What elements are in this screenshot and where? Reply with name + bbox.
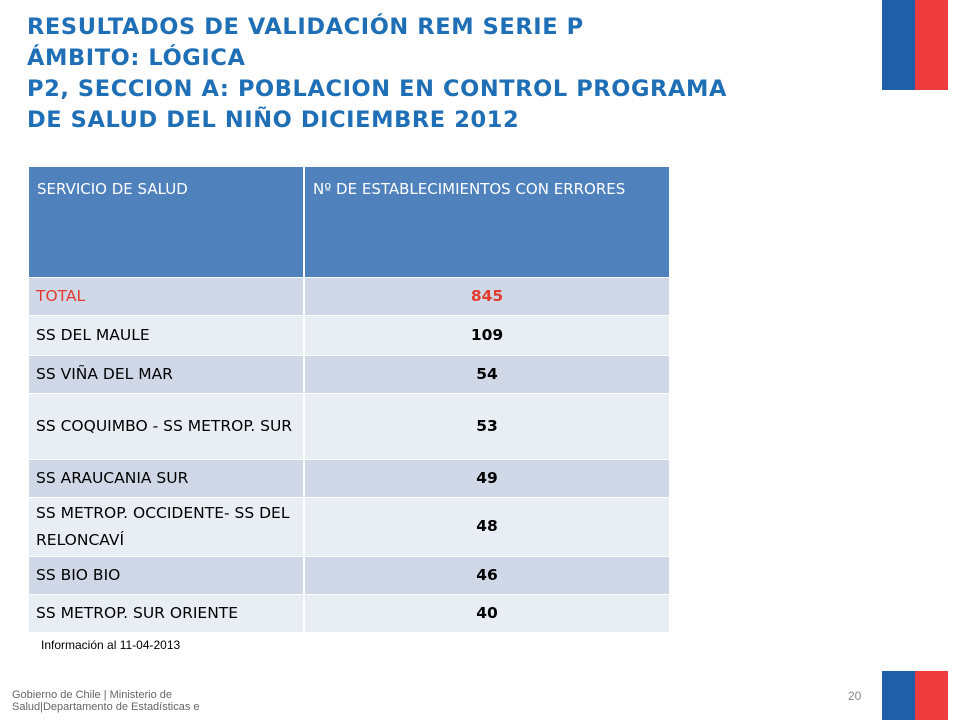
table-row: SS METROP. OCCIDENTE- SS DEL RELONCAVÍ 4… [29, 496, 669, 556]
row-value: 54 [304, 354, 669, 393]
row-value: 109 [304, 314, 669, 355]
table-row: SS BIO BIO 46 [29, 555, 669, 594]
row-name: SS DEL MAULE [29, 314, 305, 355]
table-row: SS COQUIMBO - SS METROP. SUR 53 [29, 392, 669, 459]
page-number: 20 [848, 689, 862, 703]
title-line-2: ÁMBITO: LÓGICA [27, 45, 246, 71]
table-row: SS METROP. SUR ORIENTE 40 [29, 593, 669, 632]
row-value: 48 [304, 496, 669, 556]
title-line-4: DE SALUD DEL NIÑO DICIEMBRE 2012 [27, 107, 520, 133]
row-name: SS METROP. OCCIDENTE- SS DEL RELONCAVÍ [29, 496, 305, 556]
table-row: SS VIÑA DEL MAR 54 [29, 354, 669, 393]
table-row: SS DEL MAULE 109 [29, 314, 669, 355]
row-value: 49 [304, 458, 669, 497]
title-line-1: RESULTADOS DE VALIDACIÓN REM SERIE P [27, 14, 584, 40]
errors-table: SERVICIO DE SALUD Nº DE ESTABLECIMIENTOS… [29, 167, 669, 632]
table-row: SS ARAUCANIA SUR 49 [29, 458, 669, 497]
table-header-row: SERVICIO DE SALUD Nº DE ESTABLECIMIENTOS… [29, 167, 669, 277]
row-value: 53 [304, 392, 669, 459]
row-name: SS COQUIMBO - SS METROP. SUR [29, 392, 305, 459]
chile-flag-bottom-decoration [882, 671, 948, 720]
row-name: SS ARAUCANIA SUR [29, 458, 305, 497]
row-name: SS VIÑA DEL MAR [29, 354, 305, 393]
flag-red-stripe [915, 0, 948, 90]
row-name: SS METROP. SUR ORIENTE [29, 593, 305, 632]
row-value: 845 [304, 276, 669, 315]
table-row-total: TOTAL 845 [29, 276, 669, 315]
row-name: TOTAL [29, 276, 305, 315]
chile-flag-top-decoration [882, 0, 948, 90]
row-value: 46 [304, 555, 669, 594]
row-value: 40 [304, 593, 669, 632]
row-name: SS BIO BIO [29, 555, 305, 594]
footer-text: Gobierno de Chile | Ministerio de Salud|… [12, 689, 200, 713]
header-servicio: SERVICIO DE SALUD [29, 167, 305, 277]
info-date-note: Información al 11-04-2013 [41, 638, 181, 652]
slide-title: RESULTADOS DE VALIDACIÓN REM SERIE P ÁMB… [27, 12, 867, 136]
flag-blue-stripe [882, 671, 915, 720]
header-establecimientos: Nº DE ESTABLECIMIENTOS CON ERRORES [304, 167, 669, 277]
flag-blue-stripe [882, 0, 915, 90]
flag-red-stripe [915, 671, 948, 720]
title-line-3: P2, SECCION A: POBLACION EN CONTROL PROG… [27, 76, 727, 102]
